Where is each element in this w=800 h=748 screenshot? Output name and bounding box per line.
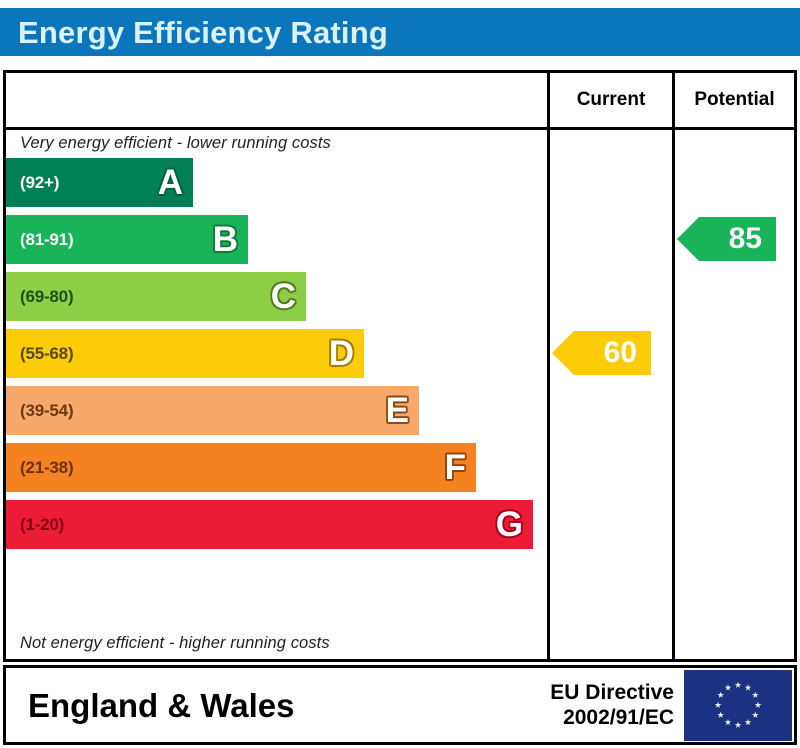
eu-directive-line2: 2002/91/EC	[563, 706, 674, 729]
eu-flag-star	[714, 701, 722, 708]
chart-footer: England & Wales EU Directive 2002/91/EC	[3, 665, 797, 745]
page-title: Energy Efficiency Rating	[18, 14, 389, 50]
caption-very-efficient: Very energy efficient - lower running co…	[20, 134, 331, 152]
band-range-d: (55-68)	[20, 343, 74, 363]
eu-flag-star	[754, 701, 762, 708]
eu-flag-star	[744, 684, 752, 691]
eu-flag-star	[751, 691, 759, 698]
band-bar-f: (21-38) F	[6, 443, 476, 492]
eu-flag-star	[717, 691, 725, 698]
chart-title-bar: Energy Efficiency Rating	[0, 8, 800, 56]
band-bar-d: (55-68) D	[6, 329, 364, 378]
band-letter-g: G	[495, 505, 523, 544]
band-range-b: (81-91)	[20, 229, 74, 249]
eu-flag-star	[734, 721, 742, 728]
band-letter-f: F	[444, 448, 466, 487]
band-range-f: (21-38)	[20, 457, 74, 477]
band-bar-b: (81-91) B	[6, 215, 248, 264]
band-bar-a: (92+) A	[6, 158, 193, 207]
header-row-divider	[6, 127, 794, 130]
column-divider-potential	[672, 73, 675, 659]
band-letter-a: A	[157, 163, 183, 202]
band-bar-list: (92+) A (81-91) B (69-80) C (55-68) D (39-54) E (2…	[6, 158, 547, 557]
column-header-current: Current	[576, 89, 646, 110]
band-range-e: (39-54)	[20, 400, 74, 420]
band-range-c: (69-80)	[20, 286, 74, 306]
eu-flag-star	[744, 718, 752, 726]
band-letter-d: D	[328, 334, 354, 373]
caption-not-efficient: Not energy efficient - higher running co…	[20, 634, 330, 652]
eu-flag-star	[724, 718, 732, 726]
band-range-a: (92+)	[20, 172, 60, 192]
eu-directive-label: EU Directive 2002/91/EC	[550, 680, 684, 730]
eu-flag-star	[724, 684, 732, 691]
column-divider-current	[547, 73, 550, 659]
eu-directive-line1: EU Directive	[550, 680, 674, 704]
region-label: England & Wales	[28, 686, 295, 724]
eu-flag-star	[734, 681, 742, 688]
band-range-g: (1-20)	[20, 514, 65, 534]
eu-flag-icon	[684, 669, 792, 741]
potential-rating-marker: 85	[677, 217, 776, 261]
band-bar-e: (39-54) E	[6, 386, 419, 435]
eu-flag-star	[717, 711, 725, 718]
bands-chart-area: Very energy efficient - lower running co…	[6, 130, 547, 659]
band-letter-e: E	[385, 391, 409, 430]
current-rating-marker: 60	[552, 331, 651, 375]
band-letter-b: B	[212, 220, 238, 259]
band-bar-g: (1-20) G	[6, 500, 533, 549]
table-header-row: Current Potential	[6, 73, 794, 127]
eu-flag-star	[751, 711, 759, 718]
column-header-potential: Potential	[694, 89, 775, 110]
rating-table-frame: Current Potential Very energy efficient …	[3, 70, 797, 662]
band-bar-c: (69-80) C	[6, 272, 306, 321]
band-letter-c: C	[270, 277, 296, 316]
